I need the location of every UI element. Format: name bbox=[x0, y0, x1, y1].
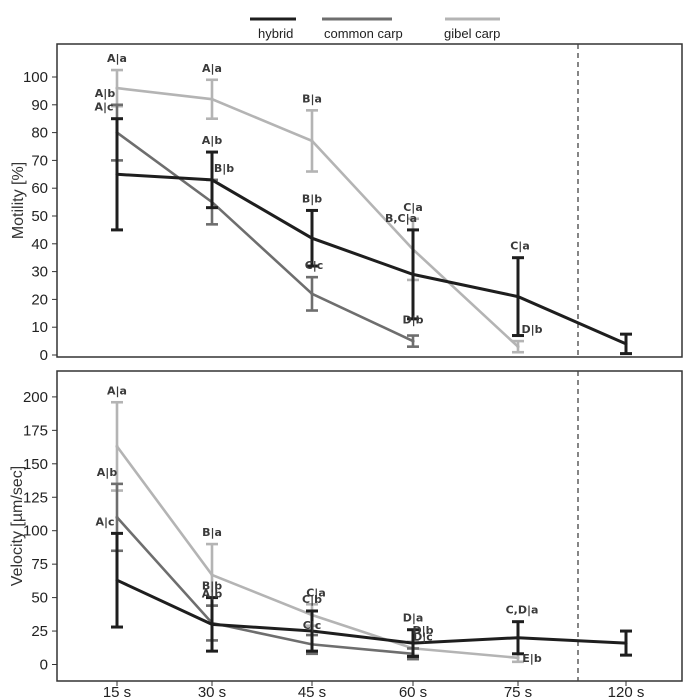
legend-label-hybrid: hybrid bbox=[258, 26, 293, 41]
significance-label: B|a bbox=[202, 526, 222, 539]
data-point bbox=[115, 515, 119, 519]
significance-label: D|b bbox=[412, 624, 433, 637]
significance-label: A|b bbox=[97, 466, 118, 479]
data-point bbox=[411, 641, 415, 645]
data-point bbox=[210, 573, 214, 577]
y-tick-label: 20 bbox=[31, 291, 48, 308]
x-tick-label: 120 s bbox=[608, 684, 645, 699]
x-tick-label: 45 s bbox=[298, 684, 326, 699]
y-tick-label: 0 bbox=[40, 657, 48, 674]
series-line-hybrid bbox=[116, 578, 627, 645]
significance-label: B|a bbox=[302, 92, 322, 105]
legend: hybrid common carp gibel carp bbox=[250, 17, 500, 41]
data-point bbox=[310, 236, 314, 240]
y-tick-label: 60 bbox=[31, 180, 48, 197]
y-tick-label: 50 bbox=[31, 208, 48, 225]
significance-label: C|b bbox=[302, 593, 322, 606]
significance-label: D|a bbox=[403, 612, 424, 625]
significance-label: E|b bbox=[522, 652, 542, 665]
x-tick-label: 75 s bbox=[504, 684, 532, 699]
y-tick-label: 30 bbox=[31, 264, 48, 281]
data-point bbox=[210, 622, 214, 626]
data-point bbox=[516, 656, 520, 660]
data-point bbox=[115, 86, 119, 90]
y-tick-label: 80 bbox=[31, 125, 48, 142]
series-line-common-carp bbox=[116, 131, 414, 343]
significance-label: C|a bbox=[510, 240, 530, 253]
data-point bbox=[310, 629, 314, 633]
series-line-common-carp bbox=[116, 516, 414, 656]
velocity-panel: 0 25 50 75 100 125 150 175 200 Velocity [µm/sec] A… bbox=[9, 370, 683, 682]
x-tick-label: 15 s bbox=[103, 684, 131, 699]
y-tick-label: 75 bbox=[31, 556, 48, 573]
significance-label: B|b bbox=[214, 162, 234, 175]
significance-label: A|a bbox=[107, 52, 127, 65]
x-axis: 15 s 30 s 45 s 60 s 75 s 120 s bbox=[103, 681, 645, 699]
data-point bbox=[516, 295, 520, 299]
significance-label: A|b bbox=[202, 134, 223, 147]
y-axis-label: Velocity [µm/sec] bbox=[9, 466, 26, 586]
data-point bbox=[411, 339, 415, 343]
series-line-gibel-carp bbox=[116, 86, 519, 348]
data-point bbox=[624, 641, 628, 645]
significance-label: A|c bbox=[94, 101, 113, 114]
significance-label: D|b bbox=[402, 314, 423, 327]
significance-label: B|b bbox=[302, 192, 322, 205]
series-line-hybrid bbox=[116, 172, 627, 346]
significance-label: C|c bbox=[305, 259, 324, 272]
significance-label: D|c bbox=[413, 630, 433, 643]
significance-label: A|c bbox=[95, 515, 114, 528]
data-point bbox=[210, 97, 214, 101]
y-tick-label: 40 bbox=[31, 236, 48, 253]
y-tick-label: 100 bbox=[23, 69, 48, 86]
significance-label: C,D|a bbox=[506, 604, 539, 617]
data-point bbox=[115, 444, 119, 449]
y-tick-label: 0 bbox=[40, 347, 48, 364]
significance-label: B|b bbox=[202, 580, 222, 593]
y-tick-label: 10 bbox=[31, 319, 48, 336]
data-point bbox=[310, 292, 314, 296]
y-tick-label: 50 bbox=[31, 590, 48, 607]
data-point bbox=[624, 342, 628, 346]
data-point bbox=[516, 636, 520, 640]
data-point bbox=[516, 345, 520, 349]
legend-label-common-carp: common carp bbox=[324, 26, 403, 41]
legend-label-gibel-carp: gibel carp bbox=[444, 26, 500, 41]
y-axis-label: Motility [%] bbox=[10, 162, 27, 239]
x-tick-label: 30 s bbox=[198, 684, 226, 699]
data-point bbox=[115, 578, 119, 582]
data-point bbox=[210, 178, 214, 182]
y-tick-label: 90 bbox=[31, 97, 48, 114]
significance-label: A|a bbox=[107, 384, 127, 397]
significance-label: A|b bbox=[202, 588, 223, 601]
plot-frame bbox=[56, 43, 683, 358]
y-tick-label: 175 bbox=[23, 422, 48, 439]
y-tick-label: 125 bbox=[23, 489, 48, 506]
significance-label: A|a bbox=[202, 62, 222, 75]
y-tick-label: 150 bbox=[23, 456, 48, 473]
significance-label: A|b bbox=[95, 87, 116, 100]
significance-label: C|c bbox=[303, 619, 322, 632]
data-point bbox=[411, 272, 415, 276]
significance-label: C|a bbox=[306, 586, 326, 599]
x-tick-label: 60 s bbox=[399, 684, 427, 699]
significance-label: B,C|a bbox=[385, 212, 417, 225]
plot-frame bbox=[56, 370, 683, 682]
y-tick-label: 100 bbox=[23, 523, 48, 540]
y-tick-label: 70 bbox=[31, 152, 48, 169]
y-tick-label: 25 bbox=[31, 623, 48, 640]
data-point bbox=[115, 172, 119, 176]
significance-label: C|a bbox=[403, 201, 423, 214]
y-tick-label: 200 bbox=[23, 389, 48, 406]
significance-label: D|b bbox=[521, 323, 542, 336]
data-point bbox=[310, 139, 314, 143]
